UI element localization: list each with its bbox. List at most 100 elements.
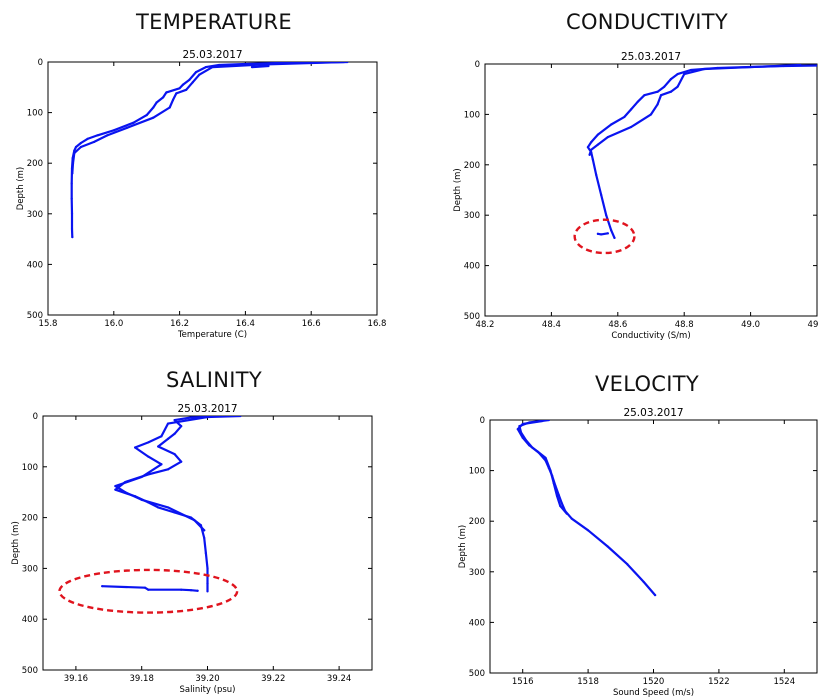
velocity-heading: VELOCITY: [594, 372, 700, 396]
conductivity-data-point: [606, 232, 609, 235]
conductivity-xtick-label: 48.6: [608, 320, 627, 330]
velocity-data-point: [587, 529, 590, 532]
conductivity-ytick-label: 200: [464, 161, 480, 171]
salinity-data-point: [160, 435, 163, 438]
conductivity-xtick-label: 48.2: [476, 320, 495, 330]
temperature-chart-title: 25.03.2017: [182, 49, 242, 61]
salinity-xtick-label: 39.20: [195, 674, 219, 684]
conductivity-data-point: [623, 115, 626, 119]
conductivity-data-point: [590, 141, 593, 144]
conductivity-data-point: [799, 64, 802, 67]
conductivity-data-point: [600, 193, 603, 197]
temperature-data-point: [145, 114, 148, 117]
salinity-data-point: [173, 453, 176, 456]
conductivity-data-point: [656, 90, 659, 93]
conductivity-chart: 25.03.2017 48.2 48.4 48.6 48.8 49.0 49.2 0 100 20…: [453, 51, 819, 341]
temperature-xaxis-label: Temperature (C): [177, 330, 247, 340]
salinity-ytick-label: 400: [22, 615, 38, 625]
salinity-data-point: [173, 418, 176, 422]
conductivity-data-point: [591, 158, 595, 161]
velocity-data-point: [559, 504, 562, 508]
velocity-xtick-label: 1520: [643, 677, 665, 687]
temperature-chart: 25.03.2017 15.8 16.0 16.2 16.4 16.6 16.8 0 100 20…: [16, 49, 386, 340]
temperature-ytick-label: 400: [27, 260, 43, 270]
salinity-plot-frame: [42, 415, 373, 671]
temperature-data-point: [92, 140, 96, 144]
temperature-data-point: [70, 197, 73, 200]
salinity-chart-title: 25.03.2017: [177, 403, 237, 415]
salinity-data-point: [180, 460, 183, 463]
conductivity-data-point: [596, 232, 599, 235]
velocity-xtick-label: 1522: [708, 677, 730, 687]
temperature-series-line: [244, 62, 270, 69]
temperature-data-point: [267, 64, 270, 68]
conductivity-xaxis-label: Conductivity (S/m): [611, 331, 690, 341]
salinity-ytick-label: 100: [22, 463, 38, 473]
salinity-data-point: [189, 416, 193, 419]
velocity-ytick-label: 200: [469, 517, 485, 527]
conductivity-data-point: [689, 68, 692, 72]
salinity-data-point: [140, 498, 143, 501]
temperature-data-point: [73, 151, 76, 155]
salinity-data-point: [166, 422, 170, 425]
temperature-data-point: [71, 162, 75, 165]
temperature-xtick-label: 15.8: [39, 319, 58, 329]
temperature-data-point: [79, 145, 82, 149]
temperature-ytick-label: 100: [27, 109, 43, 119]
temperature-data-point: [152, 116, 155, 119]
temperature-data-point: [112, 129, 115, 132]
salinity-data-point: [166, 437, 170, 440]
temperature-ytick-label: 0: [38, 58, 43, 68]
salinity-data-point: [206, 416, 209, 419]
temperature-data-point: [165, 91, 168, 94]
conductivity-ytick-label: 400: [464, 262, 480, 272]
salinity-data-point: [173, 432, 176, 435]
velocity-yaxis-label: Depth (m): [458, 525, 468, 569]
conductivity-data-point: [629, 125, 633, 129]
temperature-data-point: [155, 101, 158, 104]
conductivity-data-point: [596, 133, 599, 136]
temperature-data-point: [74, 145, 78, 149]
temperature-data-point: [194, 71, 198, 74]
temperature-xtick-label: 16.4: [236, 319, 255, 329]
temperature-data-point: [106, 134, 109, 137]
velocity-ytick-label: 0: [480, 416, 485, 426]
salinity-data-point: [206, 582, 209, 585]
temperature-xtick-label: 16.6: [302, 319, 321, 329]
temperature-ytick-label: 300: [27, 210, 43, 220]
temperature-plot-frame: [47, 61, 378, 316]
velocity-data-point: [560, 502, 564, 505]
conductivity-series-line: [596, 232, 609, 236]
temperature-xtick-label: 16.2: [170, 319, 189, 329]
conductivity-data-point: [610, 123, 613, 126]
temperature-data-point: [188, 78, 191, 81]
salinity-xaxis-label: Salinity (psu): [180, 685, 236, 695]
velocity-data-point: [541, 420, 544, 423]
temperature-data-point: [70, 212, 74, 215]
velocity-data-point: [549, 469, 552, 472]
velocity-data-point: [552, 482, 555, 485]
salinity-data-point: [140, 475, 143, 479]
salinity-data-point: [206, 567, 209, 570]
conductivity-ytick-label: 100: [464, 110, 480, 120]
temperature-heading: TEMPERATURE: [136, 10, 292, 34]
salinity-yaxis-label: Depth (m): [11, 521, 21, 565]
temperature-data-point: [168, 106, 171, 109]
conductivity-data-point: [600, 233, 603, 236]
salinity-data-point: [147, 441, 150, 444]
salinity-ytick-label: 300: [22, 564, 38, 574]
conductivity-data-point: [656, 103, 659, 106]
conductivity-data-point: [683, 72, 686, 76]
temperature-xtick-label: 16.8: [368, 319, 387, 329]
velocity-data-point: [547, 420, 550, 422]
conductivity-data-point: [643, 94, 646, 97]
temperature-data-point: [204, 65, 208, 69]
temperature-ytick-label: 200: [27, 159, 43, 169]
salinity-data-point: [180, 588, 183, 591]
temperature-data-point: [71, 235, 74, 239]
velocity-data-point: [642, 580, 645, 584]
temperature-data-point: [346, 62, 349, 64]
conductivity-ytick-label: 500: [464, 312, 480, 322]
conductivity-xtick-label: 49.0: [741, 320, 760, 330]
